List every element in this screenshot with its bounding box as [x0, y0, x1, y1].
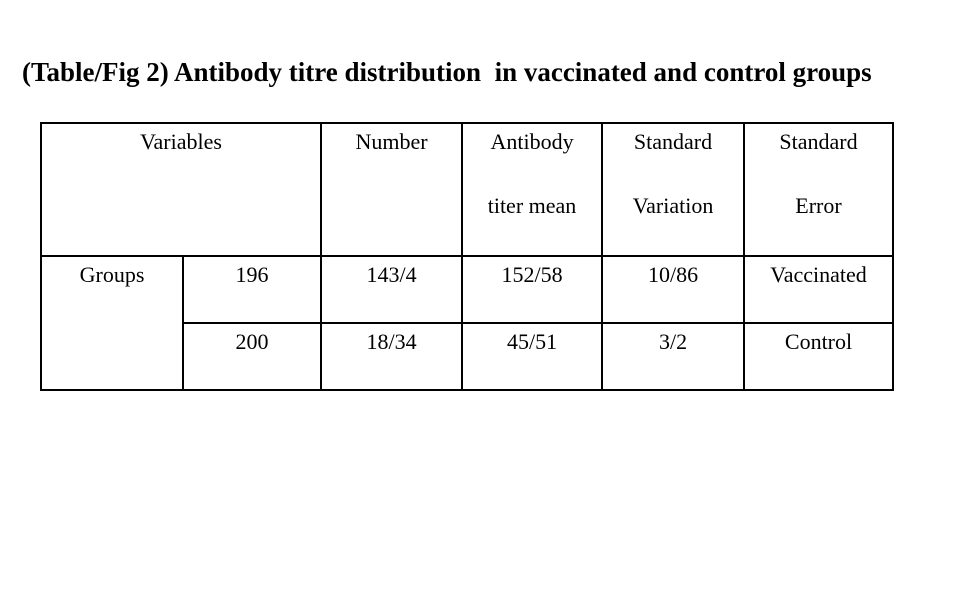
value-vaccinated-group-name: Vaccinated [770, 262, 867, 287]
header-antibody-line1: Antibody [490, 129, 574, 154]
header-cell-standard-error: Standard Error [743, 122, 895, 257]
antibody-titre-table: Variables Number Antibody titer mean Sta… [39, 122, 895, 391]
value-control-number-col: 18/34 [366, 329, 417, 354]
cell-control-number-col: 18/34 [320, 322, 464, 391]
cell-vaccinated-number: 196 [181, 255, 323, 324]
value-control-number: 200 [235, 329, 269, 354]
cell-vaccinated-antibody-titer-mean: 152/58 [461, 255, 604, 324]
header-number-label: Number [355, 129, 428, 154]
table-row-vaccinated: Groups 196 143/4 152/58 10/86 Vaccinated [40, 255, 895, 391]
header-std-variation-line2: Variation [632, 193, 714, 218]
value-control-antibody-titer-mean: 45/51 [506, 329, 558, 354]
table-row-control: 200 18/34 45/51 3/2 Control [41, 322, 895, 391]
value-vaccinated-antibody-titer-mean: 152/58 [501, 262, 563, 287]
table-header-row: Variables Number Antibody titer mean Sta… [39, 122, 895, 257]
header-cell-antibody-titer-mean: Antibody titer mean [461, 122, 604, 257]
figure-title: (Table/Fig 2) Antibody titre distributio… [22, 57, 872, 87]
cell-control-number: 200 [181, 322, 323, 391]
value-control-standard-variation: 3/2 [658, 329, 688, 354]
value-control-group-name: Control [784, 329, 853, 354]
groups-label: Groups [79, 262, 145, 287]
header-cell-standard-variation: Standard Variation [601, 122, 746, 257]
cell-control-group-name: Control [743, 322, 895, 391]
cell-control-antibody-titer-mean: 45/51 [461, 322, 604, 391]
value-vaccinated-standard-variation: 10/86 [647, 262, 699, 287]
header-antibody-line2: titer mean [487, 193, 577, 218]
header-std-error-line2: Error [795, 193, 842, 218]
cell-vaccinated-standard-variation: 10/86 [601, 255, 746, 324]
header-cell-number: Number [320, 122, 464, 257]
header-std-variation-line1: Standard [633, 129, 713, 154]
value-vaccinated-number-col: 143/4 [366, 262, 417, 287]
value-vaccinated-number: 196 [235, 262, 269, 287]
header-cell-variables: Variables [39, 122, 323, 257]
cell-vaccinated-number-col: 143/4 [320, 255, 464, 324]
cell-vaccinated-group-name: Vaccinated [743, 255, 895, 324]
header-variables-label: Variables [140, 129, 222, 154]
cell-control-standard-variation: 3/2 [601, 322, 746, 391]
cell-groups-label: Groups [40, 255, 184, 391]
header-std-error-line1: Standard [779, 129, 858, 154]
